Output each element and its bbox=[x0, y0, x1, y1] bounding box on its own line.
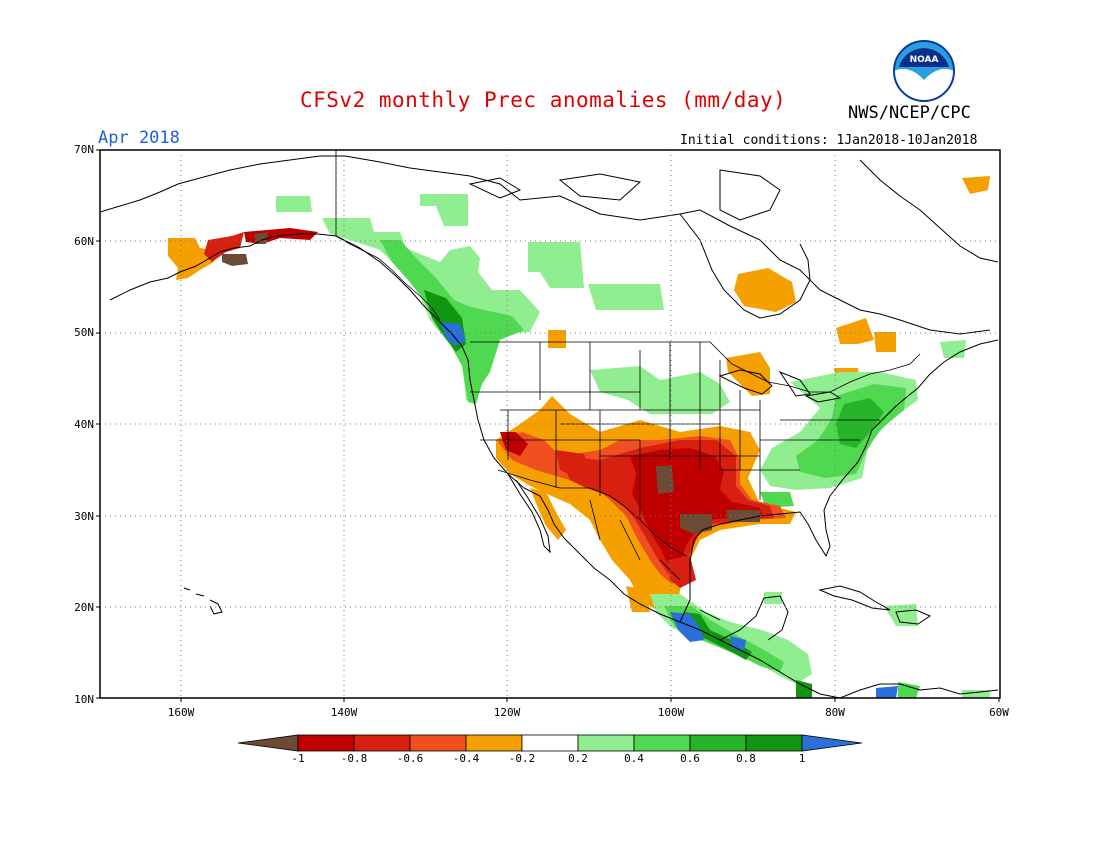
colorbar-label-02: 0.2 bbox=[568, 752, 588, 765]
border-us-mexico bbox=[497, 469, 687, 557]
coastline-south-america bbox=[839, 683, 999, 698]
lat-tick-40n: 40N bbox=[74, 418, 94, 431]
logo-text: NOAA bbox=[910, 55, 939, 65]
anomaly-greatlakes-orange bbox=[726, 352, 770, 396]
coastline-great-lakes bbox=[718, 369, 842, 403]
anomaly-hudson-orange bbox=[734, 268, 796, 312]
lat-tick-50n: 50N bbox=[74, 326, 94, 339]
coastlines bbox=[100, 155, 999, 698]
anomaly-gulf-brown-2 bbox=[726, 510, 760, 522]
lat-tick-30n: 30N bbox=[74, 510, 94, 523]
border-mexico-states bbox=[589, 499, 721, 621]
colorbar-box-1 bbox=[297, 734, 355, 752]
colorbar-box-3 bbox=[409, 734, 467, 752]
anomaly-cam-blue-2 bbox=[730, 636, 746, 652]
anomaly-yucatan-lightgreen bbox=[764, 592, 782, 604]
lon-tick-80w: 80W bbox=[825, 706, 845, 719]
gridlines bbox=[100, 150, 1000, 698]
coastline-hawaii bbox=[183, 587, 223, 615]
coastline-alaska bbox=[109, 233, 337, 301]
forecast-month: Apr 2018 bbox=[98, 128, 180, 148]
coastline-gulf bbox=[679, 495, 831, 623]
colorbar-end-high bbox=[801, 734, 862, 752]
coastline-hispaniola bbox=[895, 609, 932, 625]
colorbar-label-04: 0.4 bbox=[624, 752, 644, 765]
initial-conditions: Initial conditions: 1Jan2018-10Jan2018 bbox=[680, 133, 978, 148]
colorbar-label-m08: -0.8 bbox=[340, 752, 368, 765]
coastline-pacific bbox=[335, 235, 841, 698]
anomaly-az-red bbox=[556, 450, 590, 478]
anomaly-caribbean-lightgreen bbox=[884, 604, 918, 626]
border-states-north bbox=[539, 342, 761, 500]
colorbar-label-m06: -0.6 bbox=[396, 752, 424, 765]
colorbar-box-9 bbox=[745, 734, 803, 752]
political-boundaries bbox=[335, 150, 921, 621]
lat-tick-20n: 20N bbox=[74, 601, 94, 614]
anomaly-nwt-lightgreen bbox=[420, 194, 468, 226]
lat-tick-10n: 10N bbox=[74, 693, 94, 706]
tick-marks bbox=[96, 149, 1000, 702]
colorbar bbox=[238, 734, 862, 752]
coastline-atlantic bbox=[829, 339, 999, 497]
anomaly-plains-lightgreen bbox=[590, 366, 730, 414]
coastline-alaska-north bbox=[100, 155, 345, 213]
coastline-hudson-bay bbox=[679, 213, 811, 319]
anomaly-texas-brown bbox=[656, 466, 674, 494]
anomaly-prairie-lightgreen bbox=[588, 284, 664, 310]
lat-tick-60n: 60N bbox=[74, 235, 94, 248]
colorbar-label-06: 0.6 bbox=[680, 752, 700, 765]
lon-tick-140w: 140W bbox=[330, 706, 358, 719]
colorbar-box-6 bbox=[577, 734, 635, 752]
anomaly-mexico-red bbox=[668, 556, 696, 588]
anomaly-yukon-lightgreen bbox=[276, 196, 312, 212]
colorbar-label-m02: -0.2 bbox=[508, 752, 536, 765]
agency-label: NWS/NCEP/CPC bbox=[848, 103, 971, 123]
coastline-yucatan bbox=[719, 595, 789, 641]
anomaly-cam-blue bbox=[670, 612, 704, 642]
colorbar-box-2 bbox=[353, 734, 411, 752]
anomaly-maritimes-lightgreen bbox=[940, 340, 966, 358]
coastline-baja bbox=[507, 473, 551, 554]
anomaly-shading bbox=[168, 176, 990, 698]
colorbar-box-4 bbox=[465, 734, 523, 752]
colorbar-label-1: 1 bbox=[798, 752, 806, 765]
colorbar-label-08: 0.8 bbox=[736, 752, 756, 765]
lon-tick-100w: 100W bbox=[657, 706, 685, 719]
anomaly-baja-orange bbox=[530, 488, 566, 540]
anomaly-alaska-orange bbox=[168, 238, 214, 280]
coastline-islands bbox=[468, 169, 781, 221]
anomaly-venezuela-green bbox=[898, 682, 920, 698]
anomaly-idaho-orange bbox=[548, 330, 566, 348]
border-us-canada bbox=[470, 341, 921, 393]
anomaly-quebec-orange bbox=[836, 318, 874, 344]
coastline-arctic bbox=[344, 155, 991, 335]
lon-tick-160w: 160W bbox=[167, 706, 195, 719]
anomaly-nwt-lightgreen-2 bbox=[528, 242, 584, 288]
colorbar-label-m04: -0.4 bbox=[452, 752, 480, 765]
border-alaska-canada bbox=[335, 150, 441, 321]
noaa-logo: NOAA bbox=[893, 40, 955, 102]
lat-tick-70n: 70N bbox=[74, 143, 94, 156]
anomaly-alaska-brown-2 bbox=[254, 232, 268, 244]
anomaly-colombia-blue bbox=[876, 686, 898, 698]
anomaly-east-midgreen bbox=[836, 398, 884, 448]
colorbar-box-7 bbox=[633, 734, 691, 752]
colorbar-label-m1: -1 bbox=[291, 752, 305, 765]
anomaly-quebec-orange-2 bbox=[874, 332, 896, 352]
coastline-cuba bbox=[818, 585, 891, 611]
coastline-greenland bbox=[859, 159, 999, 263]
colorbar-box-8 bbox=[689, 734, 747, 752]
anomaly-baffin-orange bbox=[962, 176, 990, 194]
lon-tick-60w: 60W bbox=[989, 706, 1009, 719]
anomaly-alaska-brown bbox=[222, 254, 248, 266]
border-states-southwest bbox=[507, 410, 641, 520]
colorbar-box-5 bbox=[521, 734, 579, 752]
map-title: CFSv2 monthly Prec anomalies (mm/day) bbox=[300, 88, 787, 112]
lon-tick-120w: 120W bbox=[493, 706, 521, 719]
anomaly-alaska-south-dry bbox=[204, 232, 244, 262]
colorbar-end-low bbox=[238, 734, 299, 752]
